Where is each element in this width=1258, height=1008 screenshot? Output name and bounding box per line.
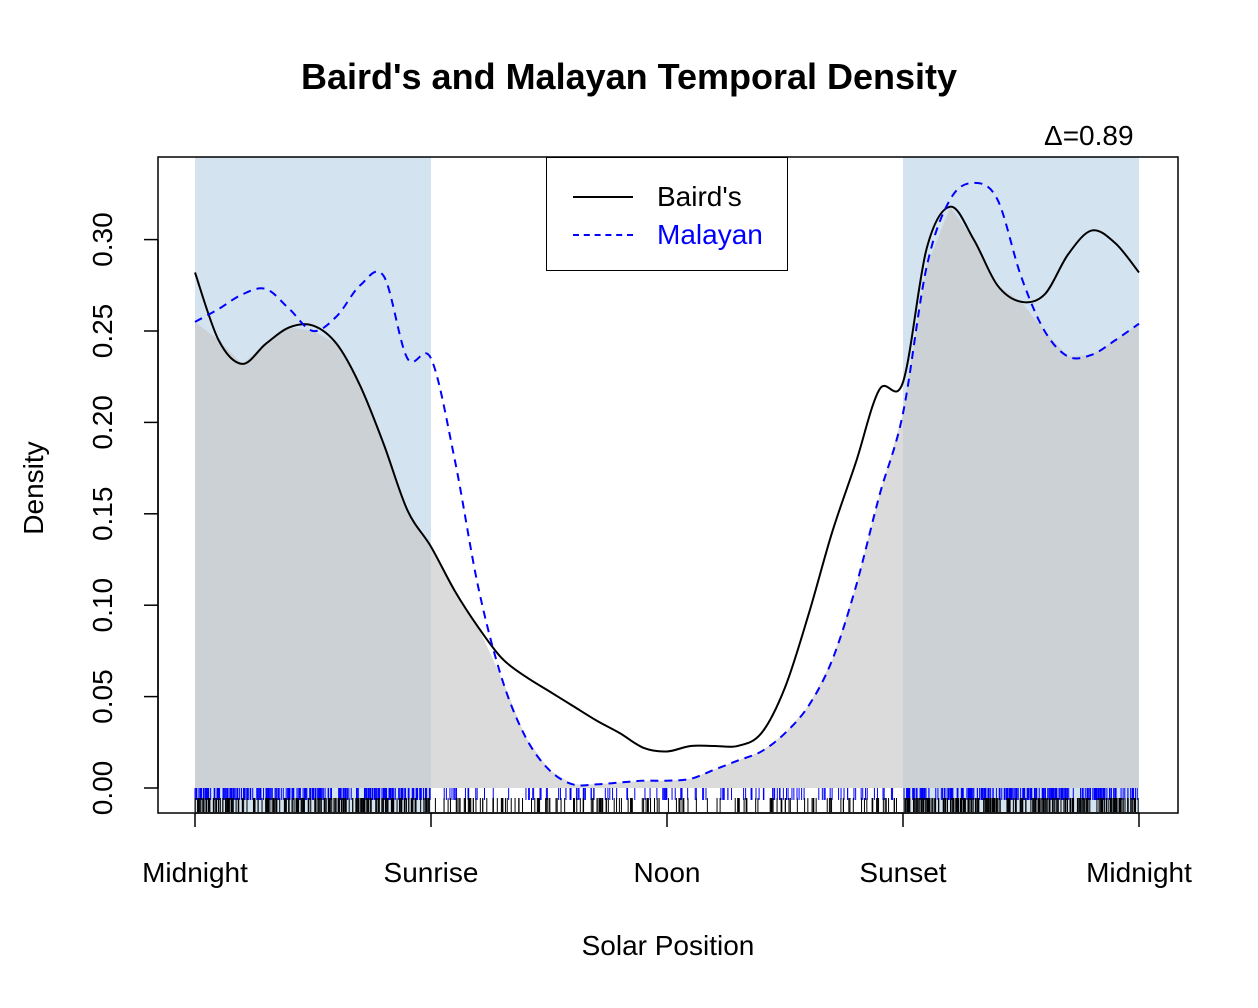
y-tick-label: 0.10 xyxy=(87,578,118,633)
x-tick-label: Midnight xyxy=(1086,857,1192,888)
legend-entry-bairds: Baird's xyxy=(547,179,787,215)
legend-label-malayan: Malayan xyxy=(657,219,763,250)
overlap-polygon xyxy=(195,206,1139,789)
legend: Baird's Malayan xyxy=(546,157,788,271)
legend-line-bairds xyxy=(573,196,633,198)
x-axis-label: Solar Position xyxy=(581,930,755,961)
y-tick-label: 0.20 xyxy=(87,395,118,450)
overlap-area xyxy=(195,206,1139,789)
x-axis: Midnight Sunrise Noon Sunset Midnight xyxy=(142,812,1192,888)
y-tick-label: 0.25 xyxy=(87,304,118,359)
x-tick-label: Noon xyxy=(634,857,701,888)
x-tick-label: Midnight xyxy=(142,857,248,888)
overlap-coefficient: Δ=0.89 xyxy=(1044,120,1134,151)
y-tick-label: 0.05 xyxy=(87,669,118,724)
y-tick-label: 0.00 xyxy=(87,761,118,816)
y-tick-label: 0.30 xyxy=(87,212,118,267)
rug-marks xyxy=(194,788,1139,812)
legend-label-bairds: Baird's xyxy=(657,181,742,212)
x-tick-label: Sunrise xyxy=(384,857,479,888)
y-axis-label: Density xyxy=(18,441,49,535)
series-line-malayan xyxy=(194,181,1140,787)
chart-title: Baird's and Malayan Temporal Density xyxy=(300,56,958,97)
density-lines xyxy=(194,181,1140,787)
y-tick-label: 0.15 xyxy=(87,487,118,542)
legend-line-malayan xyxy=(573,234,633,236)
legend-entry-malayan: Malayan xyxy=(547,217,787,253)
series-line-bairds xyxy=(194,205,1140,753)
y-axis: 0.00 0.05 0.10 0.15 0.20 0.25 0.30 xyxy=(87,212,159,816)
x-tick-label: Sunset xyxy=(859,857,946,888)
